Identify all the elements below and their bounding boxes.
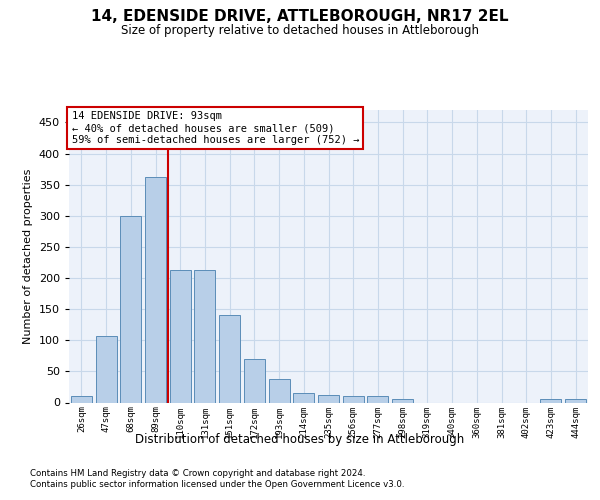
Bar [71, 396, 92, 402]
Bar [367, 396, 388, 402]
Y-axis label: Number of detached properties: Number of detached properties [23, 168, 33, 344]
Bar [219, 316, 240, 402]
Bar [293, 393, 314, 402]
Bar [269, 379, 290, 402]
Bar [565, 400, 586, 402]
Bar [392, 400, 413, 402]
Bar [318, 395, 339, 402]
Bar [95, 336, 116, 402]
Bar [120, 216, 141, 402]
Bar [194, 270, 215, 402]
Bar [244, 359, 265, 403]
Bar [541, 400, 562, 402]
Text: Contains HM Land Registry data © Crown copyright and database right 2024.: Contains HM Land Registry data © Crown c… [30, 469, 365, 478]
Text: Size of property relative to detached houses in Attleborough: Size of property relative to detached ho… [121, 24, 479, 37]
Text: Contains public sector information licensed under the Open Government Licence v3: Contains public sector information licen… [30, 480, 404, 489]
Bar [343, 396, 364, 402]
Bar [145, 176, 166, 402]
Text: 14, EDENSIDE DRIVE, ATTLEBOROUGH, NR17 2EL: 14, EDENSIDE DRIVE, ATTLEBOROUGH, NR17 2… [91, 9, 509, 24]
Text: Distribution of detached houses by size in Attleborough: Distribution of detached houses by size … [136, 432, 464, 446]
Bar [170, 270, 191, 402]
Text: 14 EDENSIDE DRIVE: 93sqm
← 40% of detached houses are smaller (509)
59% of semi-: 14 EDENSIDE DRIVE: 93sqm ← 40% of detach… [71, 112, 359, 144]
